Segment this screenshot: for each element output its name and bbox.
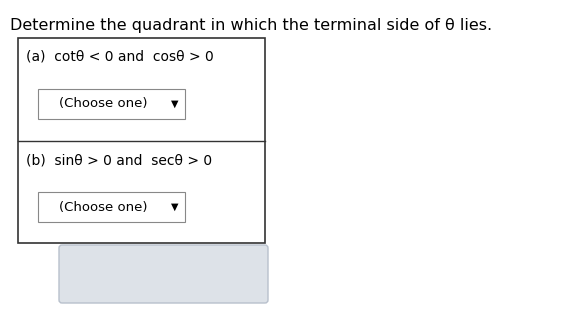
Text: (a)  cotθ < 0 and  cosθ > 0: (a) cotθ < 0 and cosθ > 0 <box>26 50 214 64</box>
FancyBboxPatch shape <box>59 245 268 303</box>
Text: ×: × <box>100 266 113 282</box>
Bar <box>38 89 185 119</box>
Text: Determine the quadrant in which the terminal side of θ lies.: Determine the quadrant in which the term… <box>10 18 492 33</box>
Bar <box>38 192 185 222</box>
Text: ▼: ▼ <box>171 99 179 109</box>
Text: (Choose one): (Choose one) <box>59 200 148 214</box>
Text: (b)  sinθ > 0 and  secθ > 0: (b) sinθ > 0 and secθ > 0 <box>26 153 212 167</box>
Text: ↺: ↺ <box>157 265 170 283</box>
Bar <box>18 38 265 243</box>
Text: ▼: ▼ <box>171 202 179 212</box>
Text: ?: ? <box>216 265 225 283</box>
Text: (Choose one): (Choose one) <box>59 98 148 111</box>
